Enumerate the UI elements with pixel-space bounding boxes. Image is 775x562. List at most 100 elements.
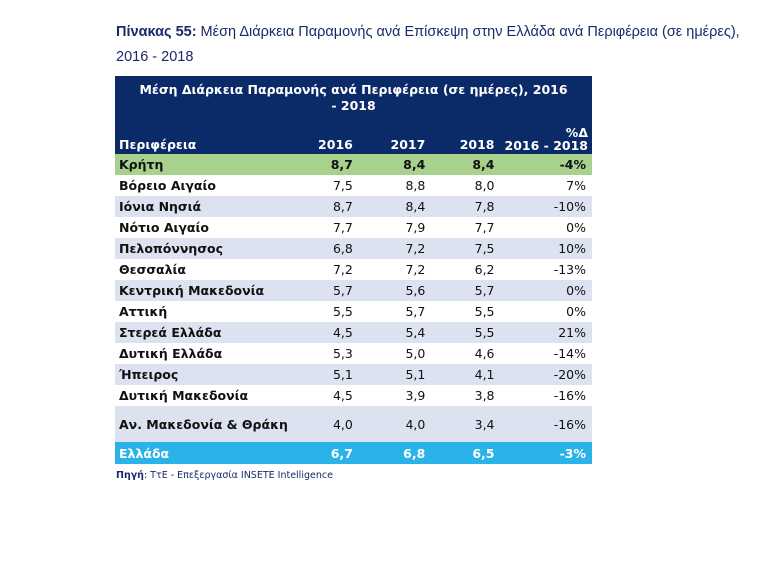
cell-2016: 4,5 [293,322,359,343]
cell-2017: 5,6 [358,280,432,301]
cell-region: Ήπειρος [115,364,294,385]
stay-duration-table: Μέση Διάρκεια Παραμονής ανά Περιφέρεια (… [115,76,592,464]
table-row: Κρήτη 8,7 8,4 8,4 -4% [115,154,592,175]
header-2018: 2018 [431,120,501,154]
cell-2016: 5,1 [293,364,359,385]
cell-pct: -4% [500,154,592,175]
cell-pct: -16% [500,385,592,406]
table-row: Δυτική Μακεδονία 4,5 3,9 3,8 -16% [115,385,592,406]
cell-2016: 8,7 [293,196,359,217]
cell-2018: 7,5 [431,238,501,259]
table-row: Αττική 5,5 5,7 5,5 0% [115,301,592,322]
cell-2017: 3,9 [358,385,432,406]
cell-region: Αττική [115,301,294,322]
source-label: Πηγή [116,470,144,481]
table-row: Κεντρική Μακεδονία 5,7 5,6 5,7 0% [115,280,592,301]
table-row: Ιόνια Νησιά 8,7 8,4 7,8 -10% [115,196,592,217]
table-row: Ήπειρος 5,1 5,1 4,1 -20% [115,364,592,385]
cell-2018: 5,7 [431,280,501,301]
table-row: Νότιο Αιγαίο 7,7 7,9 7,7 0% [115,217,592,238]
cell-pct: 7% [500,175,592,196]
cell-2017: 5,7 [358,301,432,322]
source-text: : ΤτΕ - Επεξεργασία INSETE Intelligence [143,470,333,481]
cell-2017: 7,2 [358,259,432,280]
cell-2018: 5,5 [431,301,501,322]
header-pct-line2: 2016 - 2018 [504,138,588,153]
cell-pct: 21% [500,322,592,343]
cell-2018: 4,6 [431,343,501,364]
table-row: Πελοπόννησος 6,8 7,2 7,5 10% [115,238,592,259]
cell-region: Δυτική Ελλάδα [115,343,294,364]
cell-pct: 0% [500,301,592,322]
cell-2017: 4,0 [358,406,432,442]
header-pct-line1: %Δ [565,125,588,140]
cell-2016: 8,7 [293,154,359,175]
cell-2016: 7,2 [293,259,359,280]
table-caption: Πίνακας 55: Μέση Διάρκεια Παραμονής ανά … [116,20,756,70]
cell-2017: 8,4 [358,196,432,217]
cell-region: Βόρειο Αιγαίο [115,175,294,196]
cell-region: Κεντρική Μακεδονία [115,280,294,301]
cell-pct: -16% [500,406,592,442]
cell-2018: 3,4 [431,406,501,442]
cell-2018: 5,5 [431,322,501,343]
cell-2017: 7,9 [358,217,432,238]
cell-region: Ελλάδα [115,442,294,464]
cell-region: Θεσσαλία [115,259,294,280]
cell-pct: 0% [500,280,592,301]
cell-2016: 7,5 [293,175,359,196]
cell-2018: 8,0 [431,175,501,196]
cell-pct: 10% [500,238,592,259]
cell-region: Δυτική Μακεδονία [115,385,294,406]
cell-2018: 4,1 [431,364,501,385]
cell-pct: -3% [500,442,592,464]
cell-2017: 5,1 [358,364,432,385]
cell-pct: 0% [500,217,592,238]
cell-2017: 7,2 [358,238,432,259]
cell-2018: 8,4 [431,154,501,175]
cell-region: Νότιο Αιγαίο [115,217,294,238]
table-row-total: Ελλάδα 6,7 6,8 6,5 -3% [115,442,592,464]
cell-2017: 6,8 [358,442,432,464]
header-pct-change: %Δ 2016 - 2018 [500,120,592,154]
cell-pct: -13% [500,259,592,280]
table-row: Αν. Μακεδονία & Θράκη 4,0 4,0 3,4 -16% [115,406,592,442]
cell-2017: 5,0 [358,343,432,364]
cell-2018: 7,7 [431,217,501,238]
cell-pct: -10% [500,196,592,217]
cell-pct: -20% [500,364,592,385]
table-row: Δυτική Ελλάδα 5,3 5,0 4,6 -14% [115,343,592,364]
cell-2016: 5,3 [293,343,359,364]
table-title-row: Μέση Διάρκεια Παραμονής ανά Περιφέρεια (… [115,76,592,120]
cell-2016: 4,0 [293,406,359,442]
cell-2016: 6,8 [293,238,359,259]
cell-pct: -14% [500,343,592,364]
cell-2017: 8,4 [358,154,432,175]
cell-region: Ιόνια Νησιά [115,196,294,217]
source-note: Πηγή: ΤτΕ - Επεξεργασία INSETE Intellige… [116,470,333,481]
cell-region: Πελοπόννησος [115,238,294,259]
header-region: Περιφέρεια [115,120,294,154]
header-2016: 2016 [293,120,359,154]
cell-2017: 5,4 [358,322,432,343]
cell-region: Στερεά Ελλάδα [115,322,294,343]
cell-region: Αν. Μακεδονία & Θράκη [115,406,294,442]
caption-text: Μέση Διάρκεια Παραμονής ανά Επίσκεψη στη… [116,24,740,65]
cell-2016: 6,7 [293,442,359,464]
table-row: Θεσσαλία 7,2 7,2 6,2 -13% [115,259,592,280]
cell-2017: 8,8 [358,175,432,196]
table-title: Μέση Διάρκεια Παραμονής ανά Περιφέρεια (… [115,76,592,120]
cell-2018: 3,8 [431,385,501,406]
cell-2016: 7,7 [293,217,359,238]
table-header-row: Περιφέρεια 2016 2017 2018 %Δ 2016 - 2018 [115,120,592,154]
cell-2018: 6,5 [431,442,501,464]
cell-2016: 5,7 [293,280,359,301]
header-2017: 2017 [358,120,432,154]
cell-region: Κρήτη [115,154,294,175]
table-row: Βόρειο Αιγαίο 7,5 8,8 8,0 7% [115,175,592,196]
caption-label: Πίνακας 55: [116,24,197,40]
cell-2016: 5,5 [293,301,359,322]
cell-2018: 7,8 [431,196,501,217]
table-row: Στερεά Ελλάδα 4,5 5,4 5,5 21% [115,322,592,343]
cell-2018: 6,2 [431,259,501,280]
